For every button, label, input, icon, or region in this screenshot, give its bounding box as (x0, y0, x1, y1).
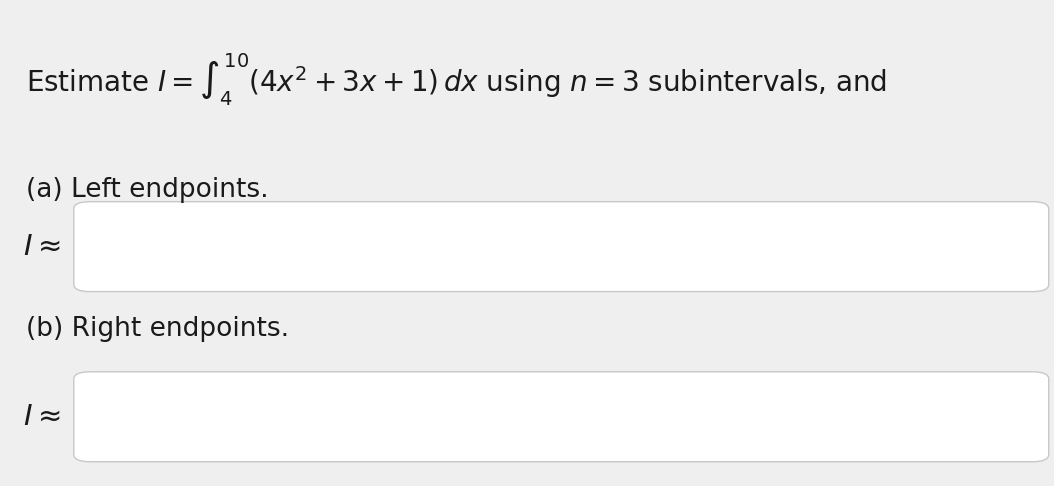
Text: $I \approx$: $I \approx$ (23, 403, 61, 431)
Text: (b) Right endpoints.: (b) Right endpoints. (26, 316, 290, 342)
FancyBboxPatch shape (74, 372, 1049, 462)
Text: (a) Left endpoints.: (a) Left endpoints. (26, 177, 269, 203)
Text: Estimate $I = \int_4^{10} (4x^2 + 3x + 1)\, dx$ using $n = 3$ subintervals, and: Estimate $I = \int_4^{10} (4x^2 + 3x + 1… (26, 51, 887, 108)
Text: $I \approx$: $I \approx$ (23, 233, 61, 260)
FancyBboxPatch shape (74, 202, 1049, 292)
